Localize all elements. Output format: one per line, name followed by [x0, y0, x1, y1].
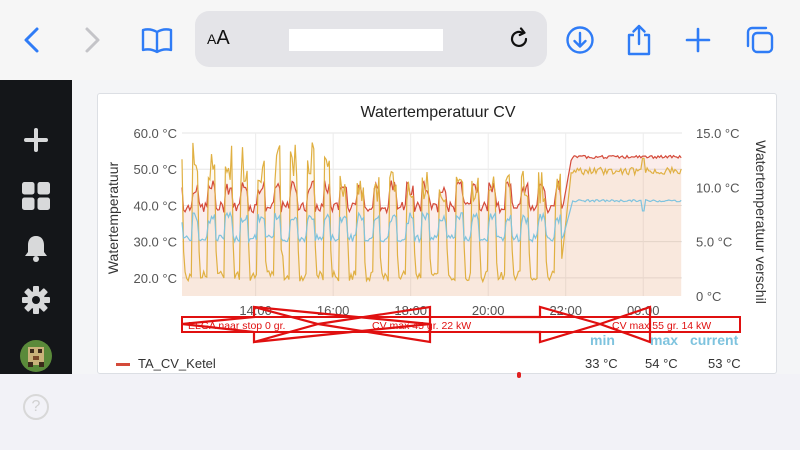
new-tab-icon[interactable] — [680, 22, 716, 58]
panel-title[interactable]: Watertemperatuur CV — [360, 104, 516, 121]
page-bottom-area — [0, 374, 800, 450]
legend-max-value: 54 °C — [645, 356, 678, 371]
bookmarks-icon[interactable] — [139, 22, 175, 58]
forward-icon[interactable] — [74, 22, 110, 58]
help-icon[interactable]: ? — [23, 394, 49, 420]
tabs-overview-icon[interactable] — [742, 22, 778, 58]
legend-color-swatch[interactable] — [116, 363, 130, 367]
url-field[interactable] — [289, 29, 443, 51]
legend-min-value: 33 °C — [585, 356, 618, 371]
user-avatar[interactable] — [18, 338, 54, 374]
browser-toolbar: AA — [0, 0, 800, 80]
back-icon[interactable] — [14, 22, 50, 58]
legend-current-value: 53 °C — [708, 356, 741, 371]
configuration-gear-icon[interactable] — [18, 282, 54, 318]
reader-aa-button[interactable]: AA — [207, 27, 230, 49]
legend-header-min[interactable]: min — [590, 332, 615, 348]
scroll-indicator — [517, 372, 521, 378]
share-icon[interactable] — [621, 22, 657, 58]
legend-header-current[interactable]: current — [690, 332, 739, 348]
legend-series-name[interactable]: TA_CV_Ketel — [138, 356, 216, 371]
download-icon[interactable] — [562, 22, 598, 58]
address-bar[interactable]: AA — [195, 11, 547, 67]
create-plus-icon[interactable] — [18, 122, 54, 158]
reload-icon[interactable] — [507, 27, 531, 51]
side-menu — [0, 80, 72, 374]
legend-header-max[interactable]: max — [650, 332, 679, 348]
alerting-bell-icon[interactable] — [18, 230, 54, 266]
dashboards-icon[interactable] — [18, 178, 54, 214]
legend-item[interactable]: TA_CV_Ketel — [116, 356, 216, 371]
